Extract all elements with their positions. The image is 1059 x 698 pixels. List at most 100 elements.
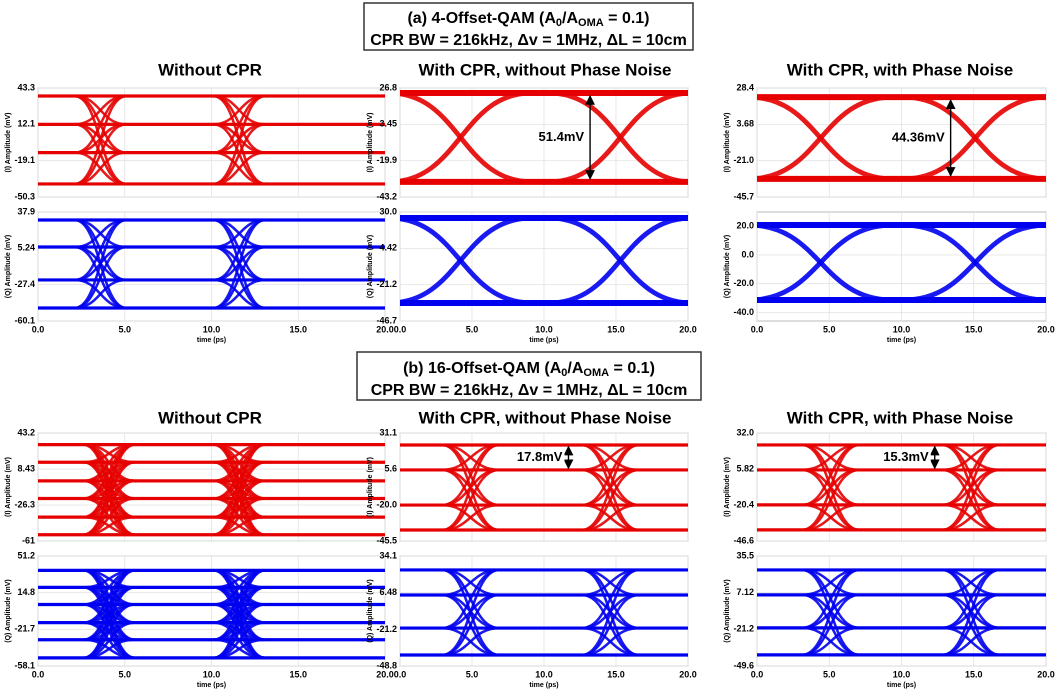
traces xyxy=(400,214,688,306)
traces xyxy=(400,89,688,185)
annotation: 44.36mV xyxy=(892,129,945,144)
y-tick-label: -21.2 xyxy=(376,624,397,634)
y-tick-label: 31.1 xyxy=(379,427,397,437)
x-axis-label: time (ps) xyxy=(529,337,558,344)
title-part: = 0.1) xyxy=(609,360,655,377)
traces xyxy=(400,443,688,532)
x-axis-label: time (ps) xyxy=(197,337,226,344)
y-tick-label: -20.4 xyxy=(733,499,754,509)
title-box xyxy=(356,351,702,401)
column-title: With CPR, without Phase Noise xyxy=(419,60,672,79)
y-axis-label: (Q) Amplitude (mV) xyxy=(367,579,374,643)
title-part: (a) 4-Offset-QAM (A xyxy=(407,10,556,27)
traces xyxy=(400,568,688,657)
annotation: 17.8mV xyxy=(517,449,563,464)
y-tick-label: -19.9 xyxy=(376,155,397,165)
y-axis-label: (I) Amplitude (mV) xyxy=(5,457,12,517)
x-tick-label: 10.0 xyxy=(203,669,221,679)
y-axis-label: (I) Amplitude (mV) xyxy=(367,457,374,517)
y-tick-label: 14.8 xyxy=(17,587,35,597)
y-tick-label: 32.0 xyxy=(736,427,754,437)
annotation: 51.4mV xyxy=(539,129,585,144)
y-tick-label: -49.6 xyxy=(733,660,754,670)
x-axis-label: time (ps) xyxy=(529,682,558,689)
x-tick-label: 15.0 xyxy=(289,324,307,334)
y-tick-label: 51.2 xyxy=(17,550,35,560)
title-box xyxy=(363,2,694,51)
subscript: 0 xyxy=(556,17,562,29)
x-tick-label: 0.0 xyxy=(394,324,407,334)
x-tick-label: 15.0 xyxy=(965,669,983,679)
y-tick-label: 26.8 xyxy=(379,82,397,92)
x-tick-label: 15.0 xyxy=(607,324,625,334)
trace xyxy=(400,503,688,532)
y-tick-label: 5.82 xyxy=(736,463,754,473)
y-tick-label: 0.0 xyxy=(741,249,754,259)
y-axis-label: (I) Amplitude (mV) xyxy=(724,457,731,517)
column-title: With CPR, with Phase Noise xyxy=(787,60,1014,79)
x-tick-label: 15.0 xyxy=(289,669,307,679)
group-title: (a) 4-Offset-QAM (A0/AOMA = 0.1) xyxy=(407,10,649,29)
y-tick-label: -40.0 xyxy=(733,307,754,317)
y-tick-label: 43.2 xyxy=(17,427,35,437)
x-tick-label: 15.0 xyxy=(965,324,983,334)
y-tick-label: -19.1 xyxy=(14,155,35,165)
x-axis-label: time (ps) xyxy=(887,682,916,689)
y-tick-label: 43.3 xyxy=(17,82,35,92)
y-tick-label: 8.43 xyxy=(17,463,35,473)
trace xyxy=(757,222,1046,303)
y-tick-label: -61 xyxy=(22,535,35,545)
traces xyxy=(38,218,385,310)
traces xyxy=(757,94,1046,182)
annotation: 15.3mV xyxy=(883,449,929,464)
x-tick-label: 5.0 xyxy=(118,324,131,334)
y-tick-label: -21.7 xyxy=(14,624,35,634)
x-tick-label: 5.0 xyxy=(466,324,479,334)
group-subtitle: CPR BW = 216kHz, Δv = 1MHz, ΔL = 10cm xyxy=(370,32,687,49)
y-tick-label: -20.0 xyxy=(376,499,397,509)
column-title: With CPR, with Phase Noise xyxy=(787,408,1014,427)
x-tick-label: 20.0 xyxy=(1037,324,1055,334)
y-tick-label: -46.7 xyxy=(376,315,397,325)
x-tick-label: 10.0 xyxy=(893,324,911,334)
x-tick-label: 0.0 xyxy=(394,669,407,679)
y-tick-label: 5.24 xyxy=(17,243,35,253)
y-axis-label: (Q) Amplitude (mV) xyxy=(367,235,374,299)
y-tick-label: 5.6 xyxy=(384,463,397,473)
trace xyxy=(38,515,385,537)
y-tick-label: -21.2 xyxy=(733,624,754,634)
x-tick-label: 5.0 xyxy=(823,324,836,334)
annotation-bg xyxy=(502,449,565,466)
x-tick-label: 10.0 xyxy=(893,669,911,679)
trace xyxy=(400,90,688,185)
y-axis-label: (Q) Amplitude (mV) xyxy=(5,235,12,299)
y-tick-label: 7.12 xyxy=(736,587,754,597)
x-tick-label: 10.0 xyxy=(535,324,553,334)
y-axis-label: (I) Amplitude (mV) xyxy=(367,112,374,172)
y-tick-label: 4.42 xyxy=(379,243,397,253)
y-tick-label: -50.3 xyxy=(14,191,35,201)
y-tick-label: -45.5 xyxy=(376,535,397,545)
column-title: Without CPR xyxy=(158,408,262,427)
x-tick-label: 15.0 xyxy=(607,669,625,679)
title-part: (b) 16-Offset-QAM (A xyxy=(403,360,562,377)
traces xyxy=(38,568,385,660)
y-tick-label: -58.1 xyxy=(14,660,35,670)
y-tick-label: -20.0 xyxy=(733,278,754,288)
y-tick-label: 12.1 xyxy=(17,119,35,129)
x-tick-label: 20.0 xyxy=(376,324,394,334)
column-title: With CPR, without Phase Noise xyxy=(419,408,672,427)
x-tick-label: 0.0 xyxy=(32,324,45,334)
x-tick-label: 0.0 xyxy=(751,324,764,334)
subscript: 0 xyxy=(561,367,567,379)
y-tick-label: 35.5 xyxy=(736,550,754,560)
y-axis-label: (Q) Amplitude (mV) xyxy=(5,579,12,643)
trace xyxy=(38,638,385,660)
column-title: Without CPR xyxy=(158,60,262,79)
subscript: OMA xyxy=(583,367,609,379)
trace xyxy=(757,503,1046,532)
y-tick-label: -26.3 xyxy=(14,499,35,509)
x-tick-label: 0.0 xyxy=(751,669,764,679)
subscript: OMA xyxy=(578,17,604,29)
y-tick-label: 20.0 xyxy=(736,221,754,231)
